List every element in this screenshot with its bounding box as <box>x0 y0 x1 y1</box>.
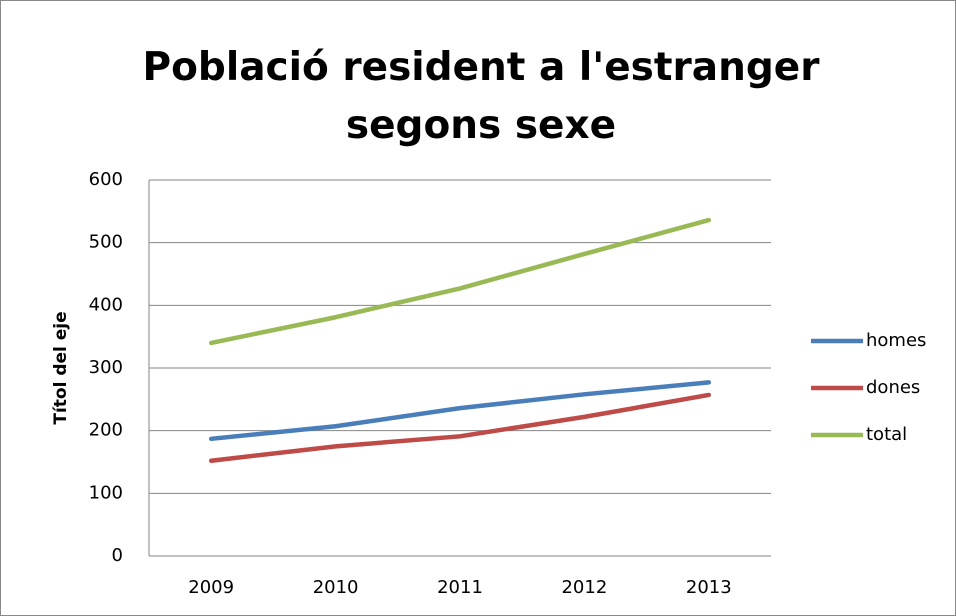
series-line <box>208 217 712 346</box>
legend-label: dones <box>866 377 920 398</box>
x-tick-label: 2012 <box>561 577 607 598</box>
y-tick-label: 400 <box>89 294 123 315</box>
y-tick-label: 500 <box>89 232 123 253</box>
y-tick-label: 600 <box>89 169 123 190</box>
legend-label: total <box>866 424 907 445</box>
y-tick-label: 300 <box>89 357 123 378</box>
y-tick-label: 100 <box>89 482 123 503</box>
series-line <box>208 392 712 463</box>
y-axis-title: Títol del eje <box>51 311 71 424</box>
x-tick-label: 2010 <box>313 577 359 598</box>
series-line <box>208 380 712 442</box>
y-tick-label: 0 <box>112 545 123 566</box>
chart-title: Població resident a l'estranger segons s… <box>142 45 820 148</box>
x-tick-label: 2011 <box>437 577 483 598</box>
legend-label: homes <box>866 330 926 351</box>
x-tick-label: 2013 <box>686 577 732 598</box>
x-tick-label: 2009 <box>188 577 234 598</box>
y-tick-label: 200 <box>89 420 123 441</box>
